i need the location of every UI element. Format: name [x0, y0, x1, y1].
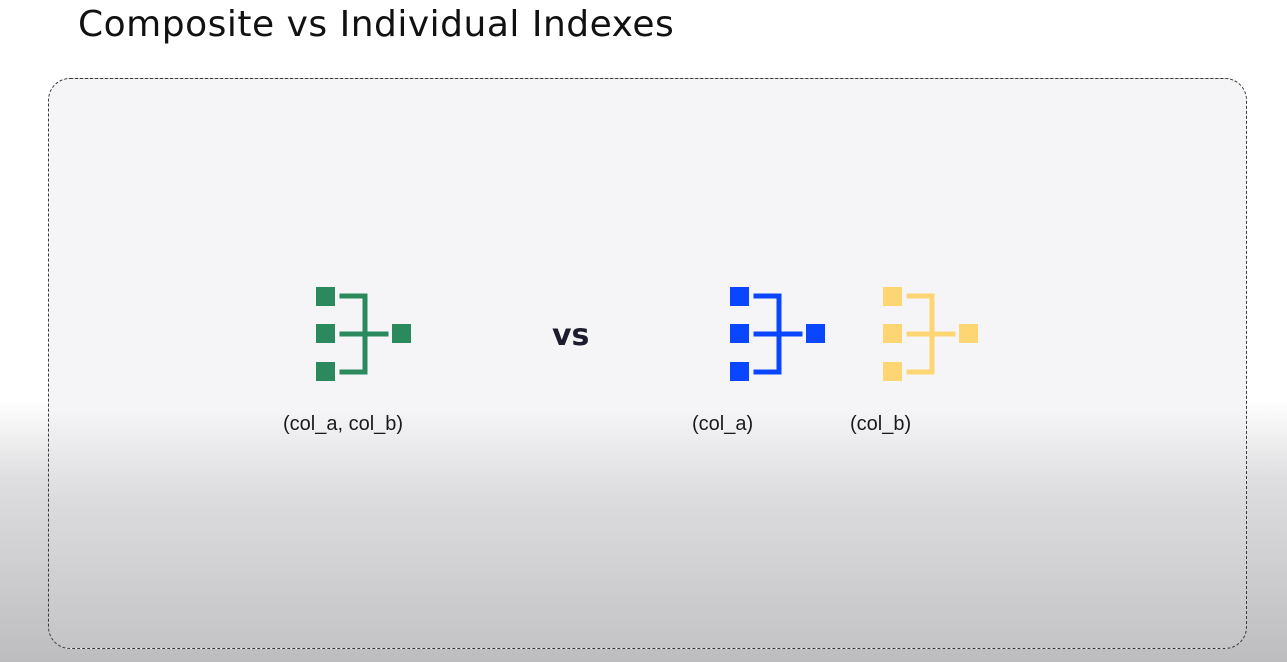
vs-separator: vs [552, 318, 590, 353]
composite-index-icon [316, 287, 411, 381]
col-b-index-icon [883, 287, 978, 381]
col-a-index-label: (col_a) [692, 413, 754, 435]
slide-title: Composite vs Individual Indexes [78, 4, 675, 45]
tree-node [392, 324, 411, 343]
composite-index-label: (col_a, col_b) [283, 413, 404, 435]
tree-node [730, 324, 749, 343]
tree-node [883, 287, 902, 306]
tree-node [883, 324, 902, 343]
tree-node [730, 287, 749, 306]
diagram-panel [48, 78, 1247, 649]
tree-node [730, 362, 749, 381]
tree-node [316, 287, 335, 306]
tree-node [806, 324, 825, 343]
tree-connector [753, 293, 803, 375]
col-b-index-label: (col_b) [850, 413, 912, 435]
col-a-index-icon [730, 287, 825, 381]
tree-connector [339, 293, 389, 375]
tree-node [316, 324, 335, 343]
tree-node [959, 324, 978, 343]
tree-connector [906, 293, 956, 375]
tree-node [883, 362, 902, 381]
tree-node [316, 362, 335, 381]
